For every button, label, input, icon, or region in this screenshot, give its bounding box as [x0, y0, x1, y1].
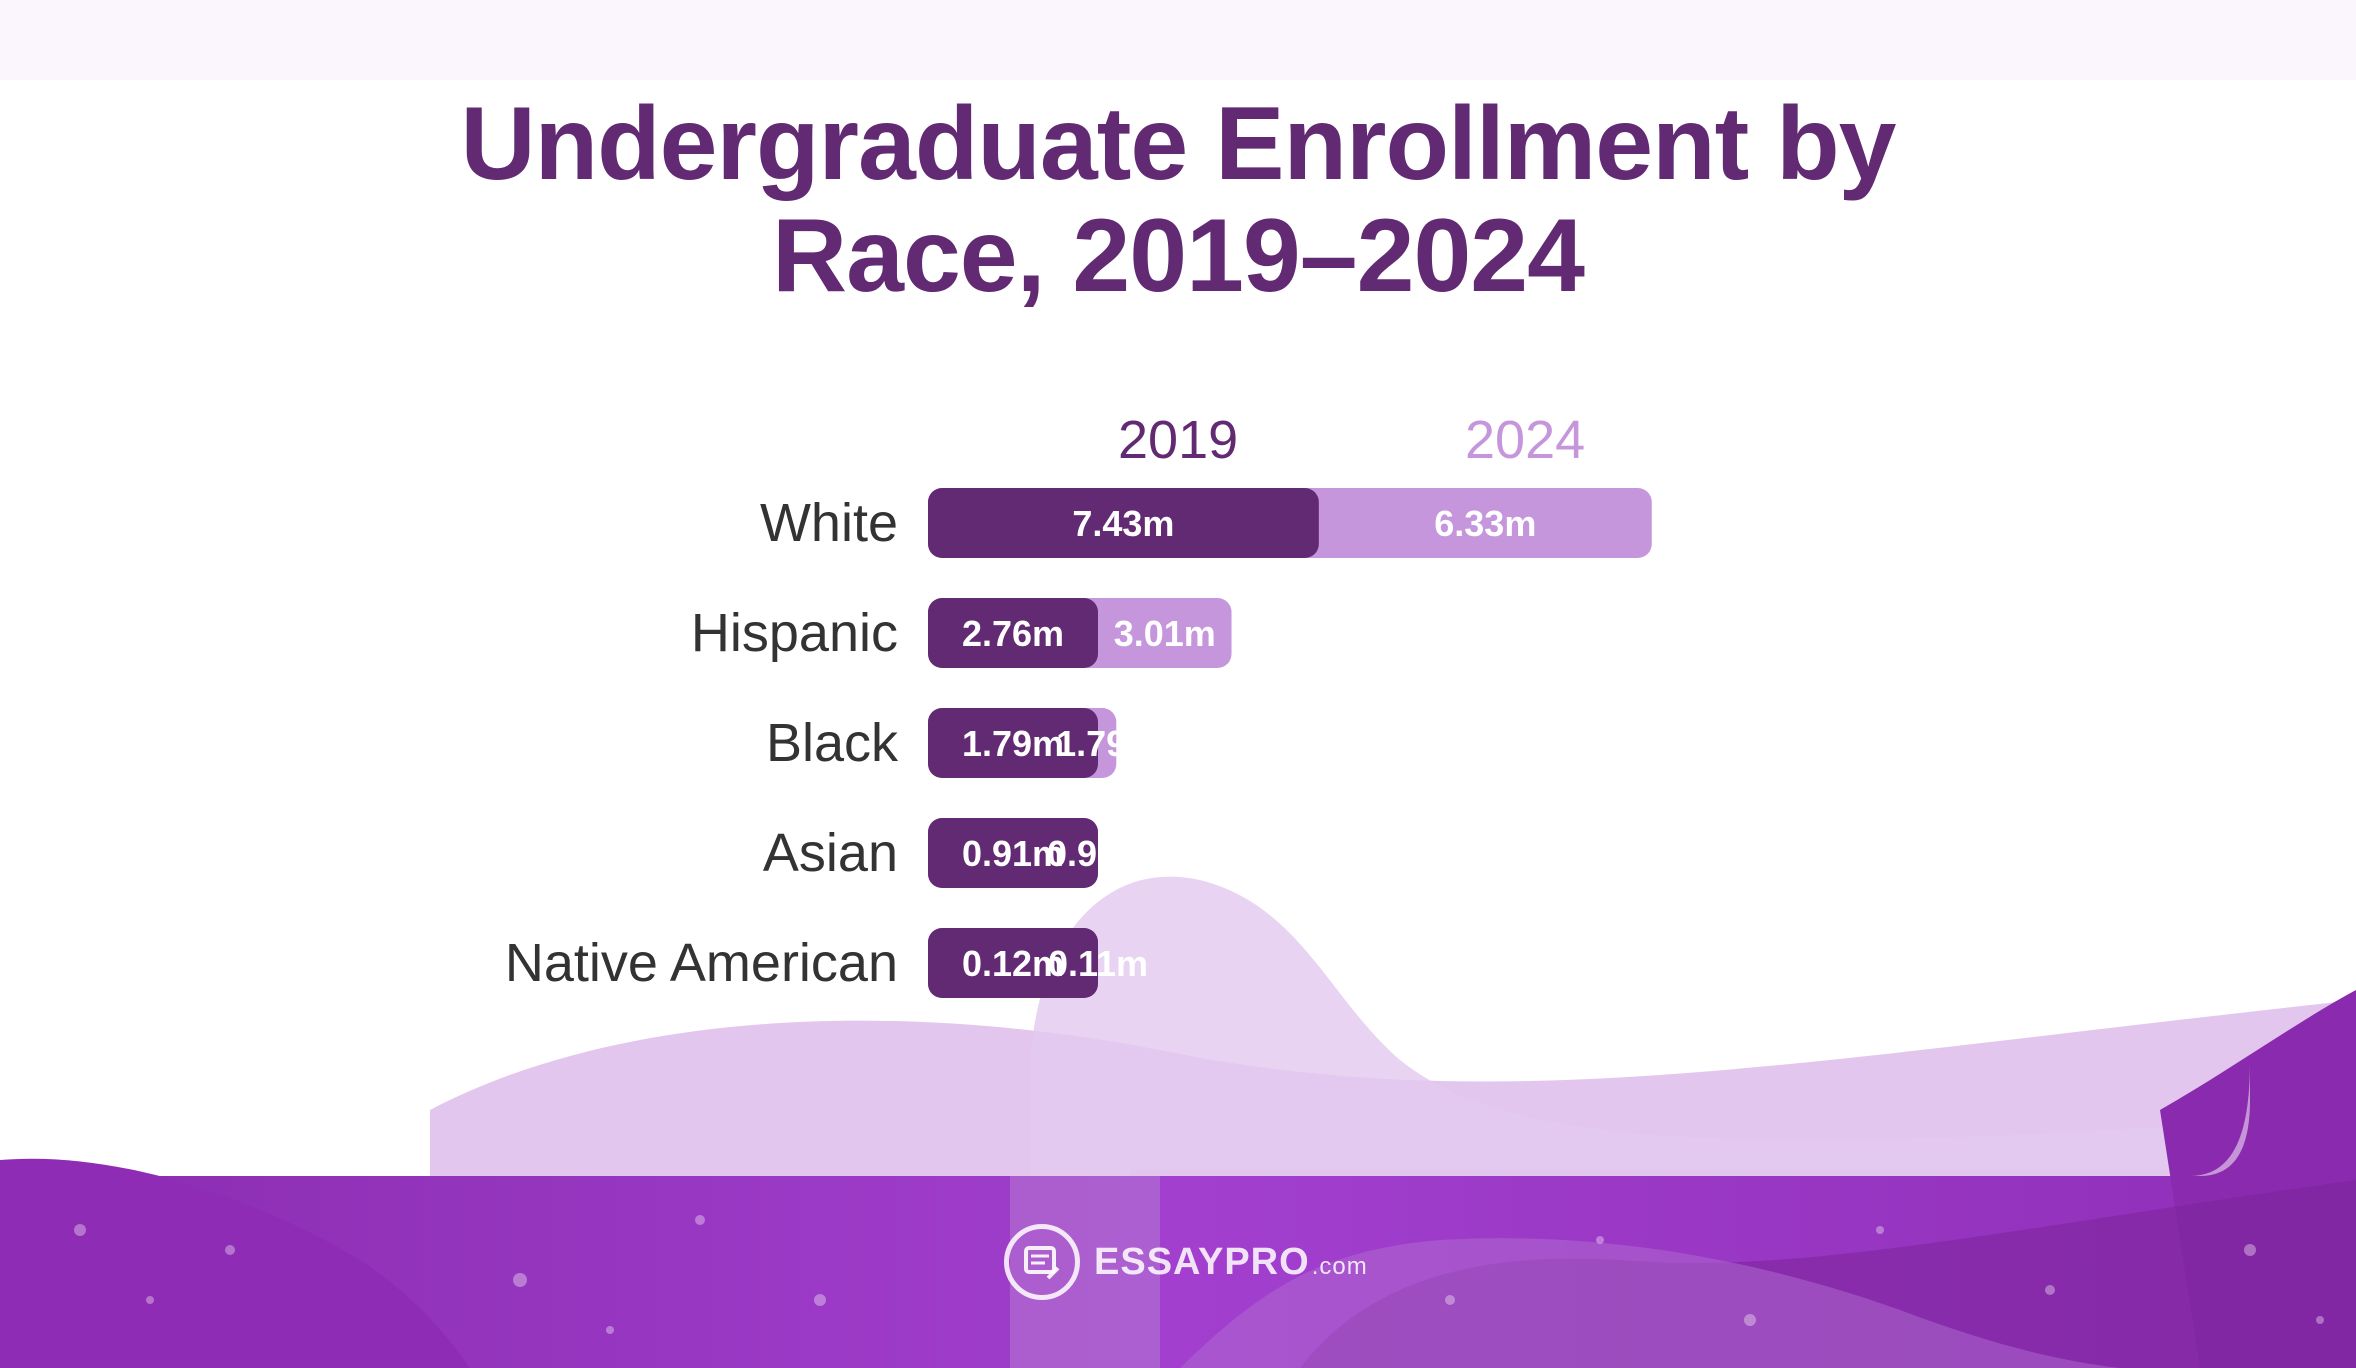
brand-suffix: .com — [1311, 1252, 1368, 1280]
chart-title-line-1: Undergraduate Enrollment by — [460, 86, 1897, 202]
brand-logo: ESSAYPRO.com — [1004, 1222, 1368, 1302]
brand-name-text: ESSAYPRO — [1094, 1240, 1310, 1283]
brand-name: ESSAYPRO.com — [1094, 1241, 1368, 1284]
essay-document-icon — [1004, 1224, 1080, 1300]
legend-2019: 2019 — [1118, 410, 1239, 470]
chart-title: Undergraduate Enrollment by Race, 2019–2… — [0, 88, 2356, 312]
chart-title-line-2: Race, 2019–2024 — [772, 198, 1585, 314]
legend-2024: 2024 — [1465, 410, 1586, 470]
